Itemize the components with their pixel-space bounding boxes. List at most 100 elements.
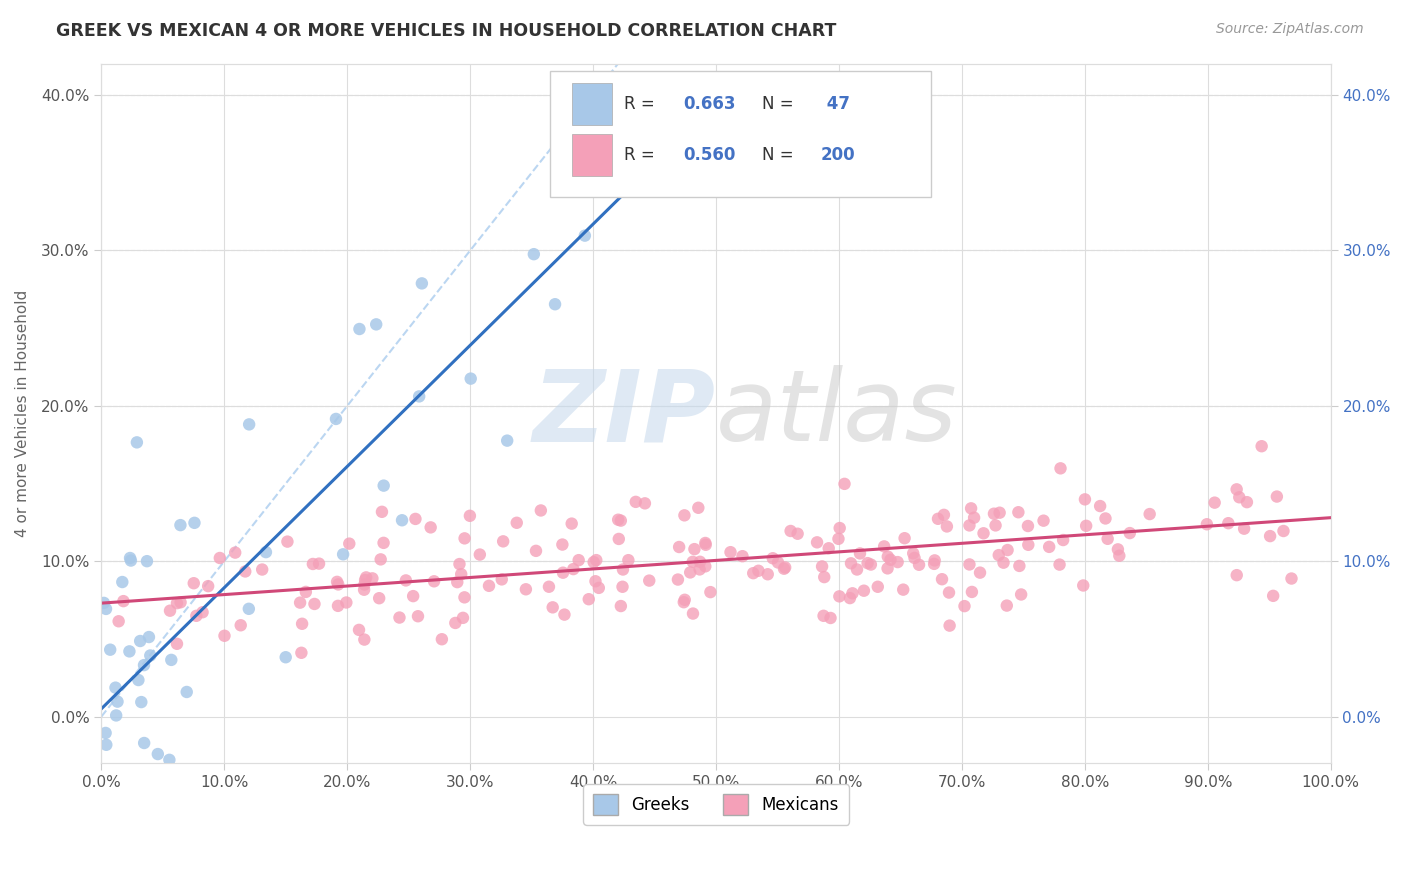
Point [326,599,349,613]
Point [806,535,828,549]
Point [747,564,769,578]
Point [104,681,127,695]
Point [157,753,180,767]
Point [1038,540,1060,554]
Point [107,695,129,709]
Point [541,600,564,615]
Point [932,508,955,522]
Point [98,642,121,657]
Point [190,797,212,812]
Point [537,580,560,594]
Point [891,582,914,597]
Point [402,589,425,603]
Point [347,623,370,637]
Point [105,708,128,723]
Point [132,658,155,673]
Point [254,545,277,559]
Point [388,610,411,624]
Point [371,505,394,519]
Point [291,616,314,631]
Point [169,518,191,533]
Text: R =: R = [624,146,659,164]
Point [553,607,575,622]
Point [1007,505,1029,519]
Point [328,577,350,591]
Text: N =: N = [762,95,799,113]
Point [562,562,585,576]
Point [214,629,236,643]
Point [131,695,153,709]
Point [308,557,330,571]
Point [1281,572,1303,586]
Point [125,435,148,450]
Point [183,516,205,530]
Point [610,599,633,613]
Point [766,556,789,570]
Point [208,551,231,566]
Point [1233,522,1256,536]
Point [408,389,430,403]
Point [337,536,360,550]
Point [983,507,1005,521]
Point [120,553,142,567]
Point [927,512,949,526]
Point [634,496,657,510]
Point [846,562,869,576]
Point [453,532,475,546]
Point [695,538,717,552]
Point [332,547,354,561]
Point [588,581,610,595]
Point [938,618,960,632]
Point [96,738,118,752]
Point [250,562,273,576]
Point [506,516,529,530]
Text: Source: ZipAtlas.com: Source: ZipAtlas.com [1216,22,1364,37]
Point [935,519,957,533]
Point [391,513,413,527]
Point [197,579,219,593]
Point [1032,514,1054,528]
Point [779,524,801,538]
Point [1195,517,1218,532]
Point [574,228,596,243]
Point [134,736,156,750]
Point [160,653,183,667]
Point [176,685,198,699]
Point [987,548,1010,562]
Point [551,537,574,551]
Point [491,573,513,587]
Point [688,500,710,515]
Point [411,277,433,291]
Point [672,595,695,609]
Point [111,574,134,589]
Point [354,573,377,587]
Point [132,808,155,822]
Point [1119,526,1142,541]
Point [1088,499,1111,513]
Point [699,585,721,599]
Point [395,574,418,588]
Point [561,516,583,531]
Point [610,514,633,528]
Point [335,595,357,609]
Point [1017,538,1039,552]
Point [186,608,208,623]
Point [873,540,896,554]
Point [446,575,468,590]
Point [866,580,889,594]
Point [166,637,188,651]
Point [689,562,711,576]
Point [695,536,717,550]
Point [963,510,986,524]
Point [229,618,252,632]
Point [953,599,976,614]
Point [450,567,472,582]
Point [612,562,634,576]
Point [166,596,188,610]
Point [849,546,872,560]
Point [353,632,375,647]
Point [988,506,1011,520]
FancyBboxPatch shape [550,71,931,197]
Point [876,549,898,564]
Point [530,503,553,517]
